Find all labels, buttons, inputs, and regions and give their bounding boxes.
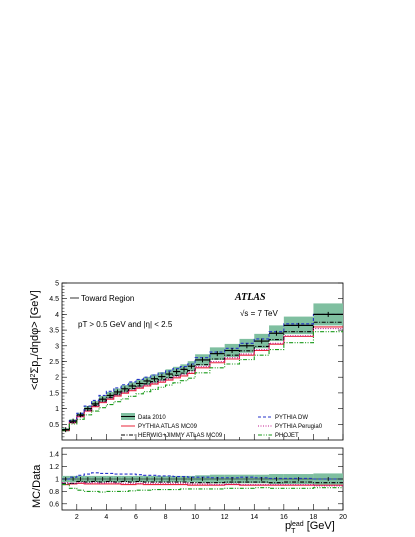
main-y-tick-label: 1 — [55, 406, 59, 413]
main-y-axis-label: <d2ΣpT/dηdφ> [GeV] — [29, 290, 44, 390]
legend-label-pythia-dw: PYTHIA DW — [275, 415, 308, 421]
series-line-pythia-atlas-mc09 — [62, 326, 343, 432]
ratio-line-herwig-jimmy-atlas-mc09 — [62, 480, 343, 484]
ratio-panel: 0.60.811.21.42 4 6 8 10 12 14 16 18 20 MC/Data pT… — [31, 447, 347, 535]
main-axis-ticks: 0.5 1 1.5 2 2.5 3 3.5 4 4.5 5 — [49, 281, 344, 440]
x-tick-label: 16 — [280, 514, 288, 521]
region-label: Toward Region — [81, 294, 134, 303]
main-y-tick-label: 4.5 — [49, 296, 59, 303]
main-y-tick-label: 2 — [55, 375, 59, 382]
ratio-line-pythia-perugia0 — [62, 482, 343, 487]
series-line-phojet — [62, 331, 343, 432]
ratio-axis-ticks: 0.6 0.8 1 1.2 1.4 2 4 6 8 10 12 14 16 18 20 — [49, 452, 347, 521]
x-tick-label: 6 — [134, 514, 138, 521]
ratio-line-phojet — [62, 484, 343, 493]
legend: Data 2010 PYTHIA ATLAS MC09 HERWIG+JIMMY… — [121, 413, 323, 439]
atlas-label: ATLAS — [234, 292, 266, 303]
data-points-group — [62, 311, 343, 433]
legend-label-pythia-mc09: PYTHIA ATLAS MC09 — [138, 424, 198, 430]
x-tick-label: 14 — [250, 514, 258, 521]
x-tick-label: 20 — [339, 514, 347, 521]
ratio-y-tick-label: 1 — [55, 477, 59, 484]
main-panel: 0.511.522.533.544.55 <d2ΣpT/dηdφ> [GeV] … — [29, 281, 344, 441]
ratio-y-axis-label: MC/Data — [31, 464, 43, 508]
legend-label-phojet: PHOJET — [275, 433, 299, 439]
main-y-tick-label: 4 — [55, 312, 59, 319]
main-y-tick-label: 1.5 — [49, 390, 59, 397]
ratio-y-tick-label: 0.6 — [49, 501, 59, 508]
main-y-tick-label: 0.5 — [49, 422, 59, 429]
series-line-pythia-dw — [62, 313, 343, 431]
ratio-y-tick-label: 1.4 — [49, 452, 59, 459]
main-y-tick-label: 3 — [55, 343, 59, 350]
ratio-series-group — [62, 472, 343, 493]
energy-label: √s = 7 TeV — [240, 309, 278, 318]
x-tick-label: 4 — [104, 514, 108, 521]
x-tick-label: 2 — [75, 514, 79, 521]
legend-label-perugia0: PYTHIA Perugia0 — [275, 424, 323, 430]
x-tick-label: 8 — [164, 514, 168, 521]
x-tick-label: 10 — [191, 514, 199, 521]
cuts-label: pT > 0.5 GeV and |η| < 2.5 — [78, 320, 173, 329]
x-tick-label: 18 — [310, 514, 318, 521]
x-tick-label: 12 — [221, 514, 229, 521]
main-y-tick-label: 3.5 — [49, 328, 59, 335]
ratio-line-pythia-atlas-mc09 — [62, 482, 343, 486]
main-y-tick-label: 2.5 — [49, 359, 59, 366]
legend-label-herwig: HERWIG+JIMMY ATLAS MC09 — [138, 433, 223, 439]
legend-label-data: Data 2010 — [138, 415, 166, 421]
ratio-y-tick-label: 0.8 — [49, 489, 59, 496]
ratio-y-tick-label: 1.2 — [49, 464, 59, 471]
main-y-tick-label: 5 — [55, 281, 59, 288]
